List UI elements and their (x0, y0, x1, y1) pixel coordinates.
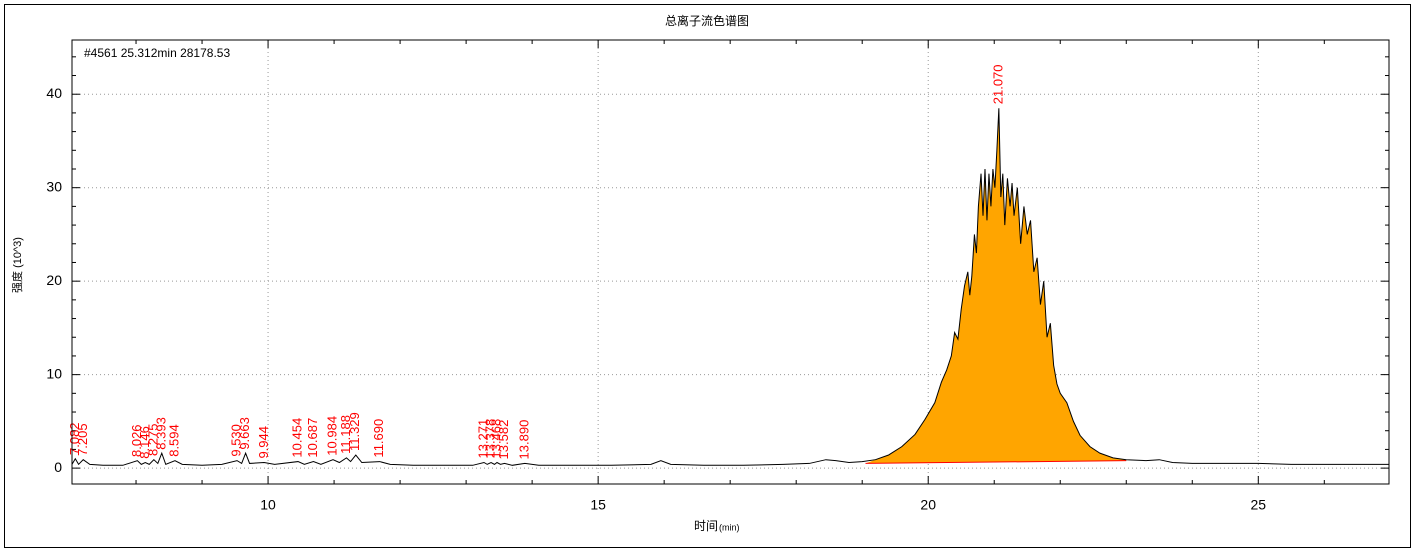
peak-label: 11.188 (338, 415, 353, 454)
peak-label: 7.082 (67, 422, 82, 455)
x-tick-label: 25 (1251, 497, 1267, 513)
peak-label: 9.530 (228, 424, 243, 457)
peak-label: 8.146 (137, 426, 152, 459)
x-tick-label: 20 (920, 497, 936, 513)
y-axis-label: 强度 (10^3) (10, 237, 24, 293)
peak-label: 11.329 (347, 412, 362, 451)
peak-label: 13.271 (475, 419, 490, 459)
x-axis-label: 时间 (694, 519, 718, 533)
peak-label: 13.890 (516, 420, 531, 460)
peak-label: 7.205 (75, 423, 90, 456)
peak-label: 11.690 (371, 419, 386, 458)
integration-baseline (865, 460, 1127, 464)
peak-label: 8.594 (167, 424, 182, 457)
x-tick-label: 10 (260, 497, 276, 513)
y-tick-label: 0 (54, 459, 62, 475)
plot-border (71, 39, 1390, 485)
x-tick-label: 15 (590, 497, 606, 513)
peak-label: 9.663 (237, 417, 252, 450)
peak-label: 8.393 (153, 417, 168, 450)
trace (71, 108, 1389, 466)
peak-label: 13.468 (488, 419, 503, 459)
peak-label: 9.944 (256, 426, 271, 459)
peak-label: 21.070 (990, 64, 1005, 104)
peak-label: 13.582 (496, 420, 511, 460)
annotation: #4561 25.312min 28178.53 (84, 46, 230, 60)
peak-label: 10.687 (305, 418, 320, 458)
frame (4, 4, 1411, 548)
peak-label: 8.275 (146, 423, 161, 456)
x-axis-unit: (min) (719, 522, 740, 532)
y-tick-label: 30 (46, 178, 62, 194)
chart-title: 总离子流色谱图 (665, 13, 749, 28)
peak-label: 10.454 (289, 418, 304, 458)
y-tick-label: 40 (46, 85, 62, 101)
peak-label: 10.984 (324, 416, 339, 456)
peak-label: 8.026 (129, 424, 144, 457)
peak-label: 13.378 (483, 419, 498, 459)
y-tick-label: 10 (46, 365, 62, 381)
y-tick-label: 20 (46, 272, 62, 288)
integrated-area (865, 108, 1127, 464)
